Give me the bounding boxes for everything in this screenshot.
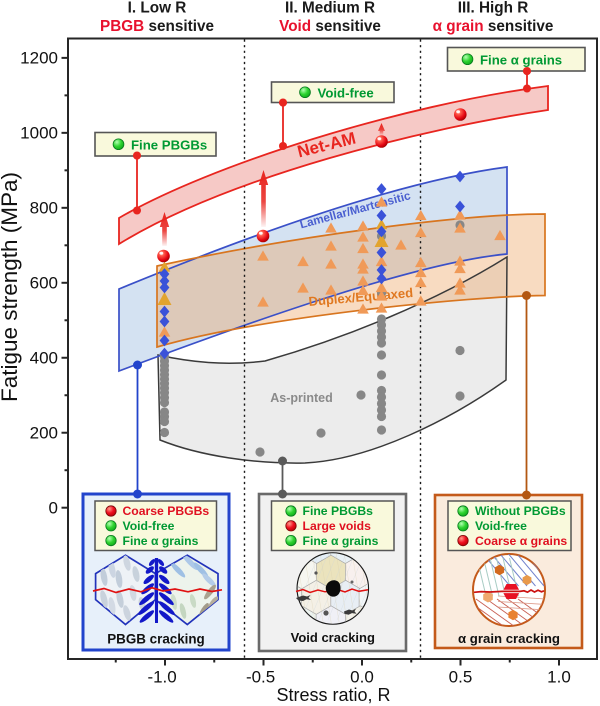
svg-text:Fine α grains: Fine α grains: [480, 52, 562, 67]
svg-text:600: 600: [30, 274, 58, 293]
svg-text:Fine PBGBs: Fine PBGBs: [303, 504, 374, 518]
svg-text:Fine PBGBs: Fine PBGBs: [131, 137, 207, 152]
svg-text:Void-free: Void-free: [123, 519, 175, 533]
svg-text:PBGB cracking: PBGB cracking: [107, 632, 205, 647]
svg-text:Without PBGBs: Without PBGBs: [475, 504, 566, 518]
svg-text:Fatigue strength (MPa): Fatigue strength (MPa): [0, 172, 22, 402]
svg-text:Void-free: Void-free: [475, 519, 527, 533]
svg-text:Coarse PBGBs: Coarse PBGBs: [123, 504, 210, 518]
svg-text:400: 400: [30, 349, 58, 368]
svg-text:-0.5: -0.5: [246, 668, 275, 687]
svg-text:PBGB sensitive: PBGB sensitive: [100, 18, 214, 35]
svg-text:α grain sensitive: α grain sensitive: [433, 18, 554, 35]
svg-text:Large voids: Large voids: [303, 519, 372, 533]
svg-text:Coarse α grains: Coarse α grains: [475, 534, 567, 548]
svg-text:II. Medium R: II. Medium R: [285, 0, 375, 17]
svg-text:I. Low R: I. Low R: [128, 0, 187, 17]
svg-text:0: 0: [49, 499, 58, 518]
svg-text:Void-free: Void-free: [318, 85, 374, 100]
svg-text:Fine α grains: Fine α grains: [303, 534, 379, 548]
svg-text:-1.0: -1.0: [147, 668, 176, 687]
svg-text:200: 200: [30, 424, 58, 443]
svg-text:1000: 1000: [20, 124, 58, 143]
svg-text:0.0: 0.0: [350, 668, 374, 687]
svg-text:III. High R: III. High R: [458, 0, 529, 17]
svg-text:0.5: 0.5: [449, 668, 473, 687]
svg-text:1200: 1200: [20, 49, 58, 68]
svg-text:Fine α grains: Fine α grains: [123, 534, 199, 548]
svg-text:Void cracking: Void cracking: [291, 630, 375, 645]
svg-text:Void sensitive: Void sensitive: [279, 18, 381, 35]
svg-text:α grain cracking: α grain cracking: [458, 631, 560, 646]
svg-text:800: 800: [30, 199, 58, 218]
svg-text:As-printed: As-printed: [270, 391, 333, 405]
svg-text:1.0: 1.0: [547, 668, 571, 687]
svg-text:Stress ratio, R: Stress ratio, R: [276, 685, 390, 705]
